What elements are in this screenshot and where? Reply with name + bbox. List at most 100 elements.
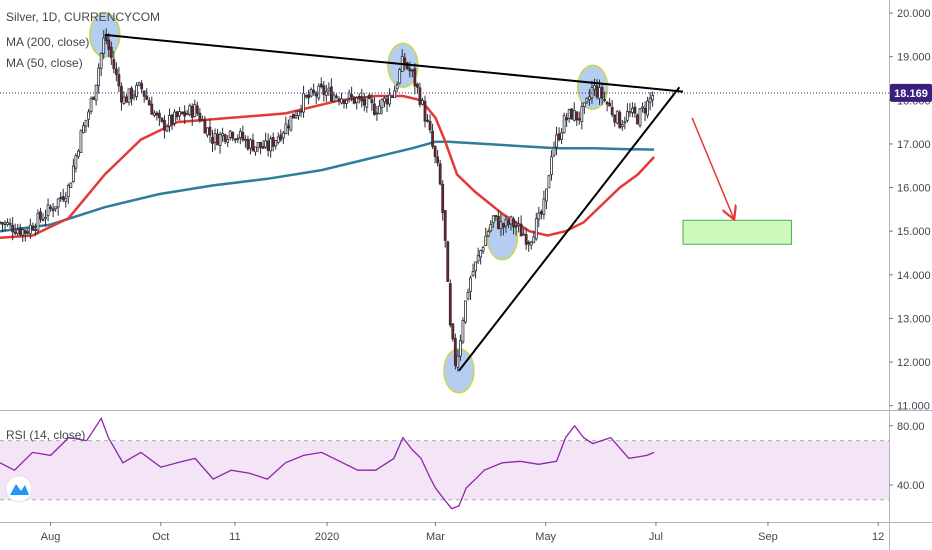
moving-average-layer — [0, 94, 656, 239]
candle-body — [109, 46, 113, 59]
candle-body — [600, 87, 604, 99]
candle-body — [46, 204, 50, 217]
candle-body — [362, 99, 366, 106]
candle-body — [117, 74, 121, 87]
candle-body — [421, 99, 424, 105]
candle-body — [218, 133, 222, 146]
candle-body — [459, 340, 462, 357]
candle-body — [185, 113, 189, 116]
candle-body — [193, 104, 197, 118]
candle-body — [567, 108, 571, 119]
candle-body — [216, 133, 219, 146]
candle-body — [1, 222, 4, 225]
time-tick-label: Aug — [41, 531, 61, 543]
ma200-legend[interactable]: MA (200, close) — [6, 35, 89, 49]
candle-body — [261, 146, 265, 149]
candle-body — [464, 300, 467, 323]
candle-body — [208, 126, 212, 136]
rsi-tick-label: 40.00 — [897, 480, 925, 492]
candle-body — [575, 111, 579, 121]
candle-body — [309, 89, 313, 97]
candle-body — [486, 231, 490, 237]
candle-body — [557, 133, 561, 141]
candle-body — [646, 100, 649, 116]
candle-body — [529, 241, 533, 246]
candle-body — [104, 35, 108, 42]
candle-body — [332, 94, 336, 102]
rsi-legend[interactable]: RSI (14, close) — [6, 428, 85, 442]
candle-body — [484, 235, 488, 247]
candle-body — [292, 113, 295, 119]
candle-body — [304, 95, 308, 97]
time-tick-label: Mar — [426, 531, 445, 543]
candle-body — [155, 112, 159, 116]
candle-body — [441, 183, 445, 213]
candle-body — [542, 198, 546, 215]
candle-body — [327, 87, 331, 92]
candle-body — [623, 121, 627, 124]
candle-body — [337, 98, 341, 102]
candle-body — [107, 39, 111, 50]
candle-body — [534, 218, 538, 240]
candle-body — [213, 132, 217, 143]
candle-body — [195, 105, 199, 114]
candle-body — [347, 92, 351, 99]
candle-body — [160, 117, 164, 122]
candle-body — [426, 119, 429, 122]
ma50-legend[interactable]: MA (50, close) — [6, 56, 83, 70]
time-axis: Aug Oct 11 2020 Mar May Jul Sep 12 — [41, 522, 884, 543]
candle-body — [570, 108, 574, 120]
candle-body — [89, 98, 93, 112]
symbol-title[interactable]: Silver, 1D, CURRENCYCOM — [6, 10, 160, 24]
candle-body — [87, 111, 90, 120]
candle-body — [18, 227, 22, 235]
candle-body — [555, 134, 558, 148]
time-tick-label: Jul — [649, 531, 663, 543]
tradingview-logo[interactable] — [5, 475, 33, 503]
candle-body — [8, 222, 12, 225]
legend: Silver, 1D, CURRENCYCOM MA (200, close) … — [6, 10, 160, 442]
candle-body — [39, 211, 42, 220]
candle-body — [223, 134, 227, 142]
candle-body — [254, 146, 257, 153]
candle-body — [342, 99, 346, 104]
candle-body — [221, 133, 225, 137]
candle-body — [120, 86, 123, 103]
candle-body — [256, 142, 260, 149]
candle-body — [582, 102, 586, 107]
support-trendline — [458, 86, 681, 372]
candle-body — [102, 37, 106, 54]
candle-body — [170, 114, 174, 125]
candle-body — [246, 138, 250, 150]
candle-body — [188, 105, 192, 115]
candle-body — [509, 216, 513, 225]
candle-body — [36, 212, 40, 231]
main-pane-background — [0, 0, 890, 410]
candle-body — [514, 225, 518, 228]
candle-body — [620, 124, 624, 127]
candle-body — [360, 96, 364, 102]
candle-body — [385, 98, 389, 105]
candle-body — [135, 84, 139, 97]
candle-body — [211, 136, 214, 144]
candle-body — [6, 222, 9, 226]
candle-body — [615, 110, 619, 124]
candle-body — [71, 165, 75, 182]
candle-body — [550, 156, 553, 175]
candle-body — [23, 229, 27, 234]
candle-body — [603, 99, 606, 101]
ma50-line — [0, 94, 656, 239]
candle-body — [16, 229, 20, 234]
candle-body — [145, 95, 149, 100]
candle-body — [317, 85, 321, 99]
candle-body — [132, 94, 136, 98]
candle-body — [461, 320, 465, 343]
candle-body — [289, 115, 293, 131]
time-tick-label: 12 — [872, 531, 884, 543]
candle-body — [552, 147, 556, 156]
candle-layer — [0, 28, 655, 372]
rsi-band — [0, 440, 889, 500]
candle-body — [28, 224, 32, 234]
candle-body — [451, 323, 455, 340]
